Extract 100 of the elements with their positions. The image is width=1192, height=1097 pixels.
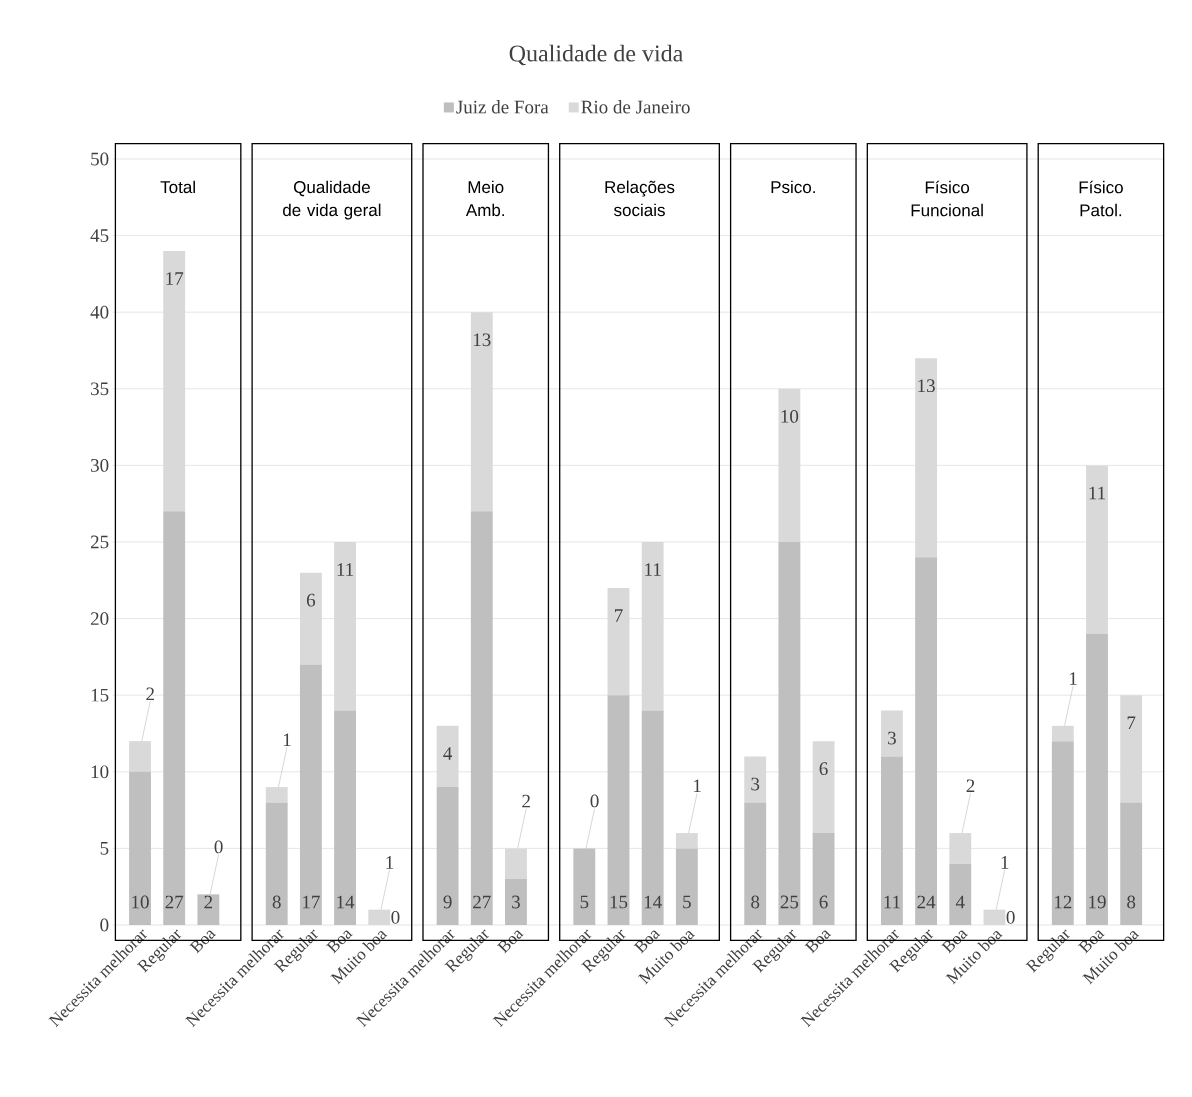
data-label: 3 xyxy=(888,731,896,745)
data-label: 6 xyxy=(819,895,828,909)
data-label: 3 xyxy=(751,777,760,791)
data-label: 0 xyxy=(590,794,599,808)
data-label: 2 xyxy=(966,779,975,793)
bar xyxy=(129,771,151,925)
y-tick-label: 40 xyxy=(90,305,109,319)
bar xyxy=(505,848,527,880)
bar xyxy=(641,710,664,925)
bar xyxy=(778,388,801,542)
bar xyxy=(812,833,835,925)
bar xyxy=(607,695,630,925)
data-label: 5 xyxy=(580,895,589,909)
bar xyxy=(880,756,903,925)
bar xyxy=(299,572,322,665)
data-label: 9 xyxy=(443,895,452,909)
bar xyxy=(334,541,357,711)
y-tick-label: 35 xyxy=(91,382,109,396)
bar xyxy=(1051,725,1074,742)
data-label: 1 xyxy=(283,733,291,747)
bar xyxy=(163,511,186,925)
data-label: 6 xyxy=(306,593,316,607)
bar xyxy=(675,833,698,849)
bar xyxy=(949,863,972,925)
data-label: 11 xyxy=(337,563,354,576)
data-label: 2 xyxy=(522,794,530,808)
data-label: 24 xyxy=(917,895,936,909)
data-label: 7 xyxy=(615,609,623,622)
data-label: 25 xyxy=(780,895,799,909)
y-tick-label: 20 xyxy=(90,612,109,625)
bar xyxy=(573,848,596,925)
data-label: 11 xyxy=(1089,486,1105,500)
annotation: Relações sociais xyxy=(605,180,675,217)
data-label: 13 xyxy=(473,333,491,347)
y-tick-label: 30 xyxy=(91,458,109,472)
data-label: 0 xyxy=(1006,910,1015,924)
bar xyxy=(744,756,767,803)
data-label: 3 xyxy=(512,895,520,909)
data-label: 1 xyxy=(694,779,701,793)
data-label: 15 xyxy=(610,895,628,909)
bar xyxy=(334,710,357,925)
bar xyxy=(1120,695,1143,803)
annotation: Total xyxy=(160,180,195,194)
bar xyxy=(1086,465,1108,634)
legend-label: Rio de Janeiro xyxy=(581,100,690,114)
data-label: 27 xyxy=(473,895,491,909)
y-tick-label: 50 xyxy=(91,152,109,166)
bar xyxy=(299,664,322,925)
data-label: 2 xyxy=(146,687,154,701)
data-label: 1 xyxy=(386,856,394,869)
bar xyxy=(675,848,698,925)
y-tick-label: 25 xyxy=(90,535,109,549)
bar xyxy=(1051,741,1074,925)
bar xyxy=(470,312,493,512)
bar xyxy=(607,587,630,696)
data-label: 1 xyxy=(1001,856,1009,869)
data-label: 14 xyxy=(337,895,355,909)
bar xyxy=(197,894,220,925)
data-label: 11 xyxy=(884,895,900,909)
bar xyxy=(949,833,972,864)
data-label: 8 xyxy=(751,895,760,909)
bar xyxy=(129,741,151,772)
bar xyxy=(812,741,835,834)
chart-title: Qualidade de vida xyxy=(509,44,683,66)
data-label: 8 xyxy=(272,895,281,909)
annotation: Psico. xyxy=(771,180,815,194)
y-tick-label: 5 xyxy=(100,842,109,855)
bar xyxy=(265,787,288,803)
bar xyxy=(470,511,493,925)
data-label: 2 xyxy=(204,895,213,909)
bar xyxy=(778,541,801,925)
data-label: 12 xyxy=(1054,895,1072,909)
data-label: 10 xyxy=(132,895,149,909)
bar xyxy=(641,541,664,711)
data-label: 5 xyxy=(683,895,691,909)
y-tick-label: 45 xyxy=(90,229,109,242)
data-label: 19 xyxy=(1089,895,1106,909)
bar xyxy=(505,879,527,925)
data-label: 0 xyxy=(391,910,400,924)
data-label: 0 xyxy=(214,840,223,854)
data-label: 8 xyxy=(1127,895,1136,909)
data-label: 4 xyxy=(443,747,453,760)
data-label: 17 xyxy=(166,272,184,285)
bar xyxy=(915,557,938,925)
annotation: Físico Funcional xyxy=(911,180,983,217)
data-label: 14 xyxy=(644,895,662,909)
bar xyxy=(163,250,186,512)
annotation: Físico Patol. xyxy=(1079,180,1123,217)
data-label: 6 xyxy=(819,762,828,776)
data-label: 4 xyxy=(955,895,965,909)
x-tick-label: Boa xyxy=(496,930,524,954)
x-tick-label: Boa xyxy=(326,930,353,954)
data-label: 7 xyxy=(1127,716,1136,729)
bar xyxy=(1120,802,1143,925)
data-label: 17 xyxy=(303,895,320,909)
bar xyxy=(436,787,459,925)
data-label: 11 xyxy=(645,563,661,576)
data-label: 13 xyxy=(918,379,935,393)
bar xyxy=(915,358,938,558)
y-tick-label: 10 xyxy=(91,765,109,779)
